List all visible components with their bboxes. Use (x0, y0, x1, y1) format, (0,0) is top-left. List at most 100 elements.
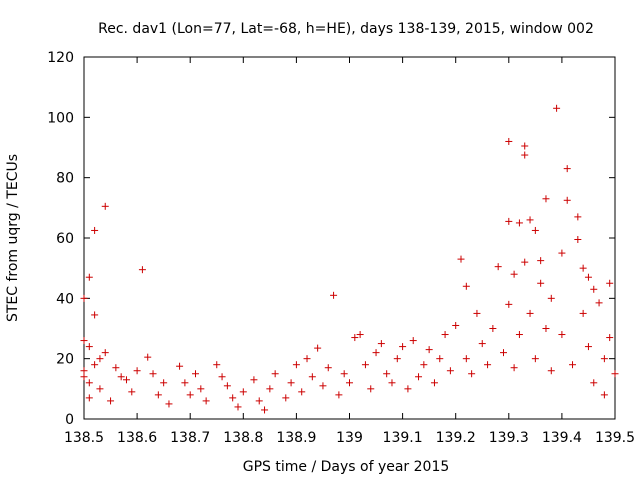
x-tick-label: 139.1 (383, 430, 423, 446)
data-point (85, 343, 93, 351)
x-tick-label: 138.8 (223, 430, 263, 446)
x-tick-labels: 138.5 138.6 138.7 138.8 138.9 139 139.1 139.2 13… (64, 430, 635, 446)
data-point (234, 403, 242, 411)
data-point (138, 266, 146, 274)
data-point (584, 343, 592, 351)
data-point (330, 291, 338, 299)
data-point (441, 331, 449, 339)
y-tick-label: 40 (56, 291, 74, 307)
data-point (80, 367, 88, 375)
data-point (250, 376, 258, 384)
data-point (154, 391, 162, 399)
data-point (101, 202, 109, 210)
data-point (436, 355, 444, 363)
data-point (584, 273, 592, 281)
data-point (266, 385, 274, 393)
data-point (383, 370, 391, 378)
y-tick-label: 0 (65, 412, 74, 428)
plot-frame (83, 56, 616, 420)
data-point (314, 344, 322, 352)
data-point (510, 364, 518, 372)
data-point (526, 216, 534, 224)
data-point (319, 382, 327, 390)
data-point (197, 385, 205, 393)
data-point (473, 309, 481, 317)
x-tick-label: 139 (336, 430, 363, 446)
data-point (292, 361, 300, 369)
data-point (80, 294, 88, 302)
data-point (261, 406, 269, 414)
data-point (149, 370, 157, 378)
data-point (600, 391, 608, 399)
data-point (144, 353, 152, 361)
data-point (521, 258, 529, 266)
data-point (446, 367, 454, 375)
y-axis-label: STEC from uqrg / TECUs (5, 154, 21, 322)
data-point (160, 379, 168, 387)
data-point (595, 299, 603, 307)
data-point (579, 309, 587, 317)
data-point (255, 397, 263, 405)
data-point (202, 397, 210, 405)
x-tick-label: 138.5 (64, 430, 104, 446)
chart-title: Rec. dav1 (Lon=77, Lat=-68, h=HE), days … (98, 21, 594, 37)
data-point (499, 349, 507, 357)
data-point (96, 385, 104, 393)
data-point (531, 355, 539, 363)
x-tick-label: 139.2 (436, 430, 476, 446)
data-point (415, 373, 423, 381)
data-point (542, 195, 550, 203)
data-point (133, 367, 141, 375)
data-point (600, 355, 608, 363)
data-point (521, 142, 529, 150)
data-point (590, 379, 598, 387)
data-point (324, 364, 332, 372)
data-point (80, 373, 88, 381)
data-point (117, 373, 125, 381)
data-point (574, 213, 582, 221)
data-point (430, 379, 438, 387)
data-point (96, 355, 104, 363)
y-tick-label: 100 (47, 110, 74, 126)
data-point (239, 388, 247, 396)
data-point (468, 370, 476, 378)
data-point (404, 385, 412, 393)
data-point (165, 400, 173, 408)
data-point (462, 355, 470, 363)
data-point (393, 355, 401, 363)
axis-ticks (83, 56, 616, 420)
data-point (176, 362, 184, 370)
data-point (526, 309, 534, 317)
data-point (361, 361, 369, 369)
data-point (91, 361, 99, 369)
data-point (420, 361, 428, 369)
data-point (85, 379, 93, 387)
data-point (181, 379, 189, 387)
data-point (537, 279, 545, 287)
data-point (107, 397, 115, 405)
data-point (574, 236, 582, 244)
data-point (91, 226, 99, 234)
data-point (335, 391, 343, 399)
data-point (590, 285, 598, 293)
data-point (521, 151, 529, 159)
data-point (367, 385, 375, 393)
data-point (478, 340, 486, 348)
data-point (399, 343, 407, 351)
data-point (112, 364, 120, 372)
x-tick-label: 139.4 (542, 430, 582, 446)
x-tick-label: 138.9 (276, 430, 316, 446)
data-point (308, 373, 316, 381)
data-point (457, 255, 465, 263)
data-point (128, 388, 136, 396)
data-point (606, 279, 614, 287)
data-point (484, 361, 492, 369)
data-point (377, 340, 385, 348)
data-point (515, 331, 523, 339)
data-point (558, 331, 566, 339)
data-point (563, 165, 571, 173)
x-tick-label: 138.6 (117, 430, 157, 446)
data-point (192, 370, 200, 378)
x-axis-label: GPS time / Days of year 2015 (243, 459, 450, 475)
